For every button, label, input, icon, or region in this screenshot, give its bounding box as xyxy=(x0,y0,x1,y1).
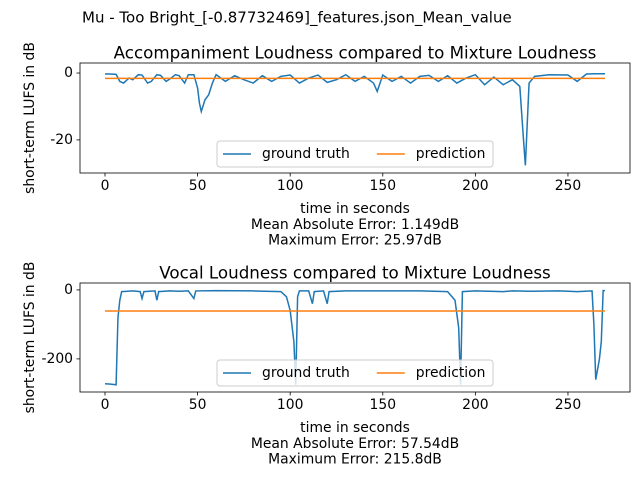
legend-label: ground truth xyxy=(262,146,350,162)
x-tick-label: 100 xyxy=(277,178,304,194)
y-tick-label: -20 xyxy=(50,132,73,148)
annotation: Maximum Error: 215.8dB xyxy=(268,452,442,468)
x-axis-label: time in seconds xyxy=(300,420,410,436)
x-tick-label: 200 xyxy=(462,397,489,413)
x-tick-label: 50 xyxy=(189,397,207,413)
legend: ground truth prediction xyxy=(216,140,494,168)
legend-box xyxy=(216,140,494,168)
x-tick-label: 150 xyxy=(370,178,397,194)
annotation: Mean Absolute Error: 1.149dB xyxy=(251,217,459,233)
legend-label: prediction xyxy=(416,146,486,162)
x-tick-label: 250 xyxy=(555,397,582,413)
axes-title: Accompaniment Loudness compared to Mixtu… xyxy=(114,43,597,63)
legend-label: ground truth xyxy=(262,365,350,381)
axes-frame xyxy=(79,282,631,393)
x-tick-label: 0 xyxy=(101,178,110,194)
legend: ground truth prediction xyxy=(216,359,494,387)
y-tick-label: -200 xyxy=(41,351,73,367)
x-tick-label: 150 xyxy=(370,397,397,413)
y-tick-label: 0 xyxy=(64,282,73,298)
y-axis-label: short-term LUFS in dB xyxy=(22,42,38,194)
x-tick-label: 50 xyxy=(189,178,207,194)
annotation: Maximum Error: 25.97dB xyxy=(268,233,442,249)
legend-box xyxy=(216,359,494,387)
figure-title: Mu - Too Bright_[-0.87732469]_features.j… xyxy=(82,9,512,28)
data-line xyxy=(105,72,605,166)
x-tick-label: 0 xyxy=(101,397,110,413)
x-axis-label: time in seconds xyxy=(300,201,410,217)
legend-label: prediction xyxy=(416,365,486,381)
x-tick-label: 250 xyxy=(555,178,582,194)
x-tick-label: 100 xyxy=(277,397,304,413)
y-tick-label: 0 xyxy=(64,65,73,81)
data-line xyxy=(104,289,605,386)
axes-frame xyxy=(79,62,631,174)
axes-title: Vocal Loudness compared to Mixture Loudn… xyxy=(159,263,550,283)
annotation: Mean Absolute Error: 57.54dB xyxy=(251,436,459,452)
x-tick-label: 200 xyxy=(462,178,489,194)
y-axis-label: short-term LUFS in dB xyxy=(22,262,38,414)
